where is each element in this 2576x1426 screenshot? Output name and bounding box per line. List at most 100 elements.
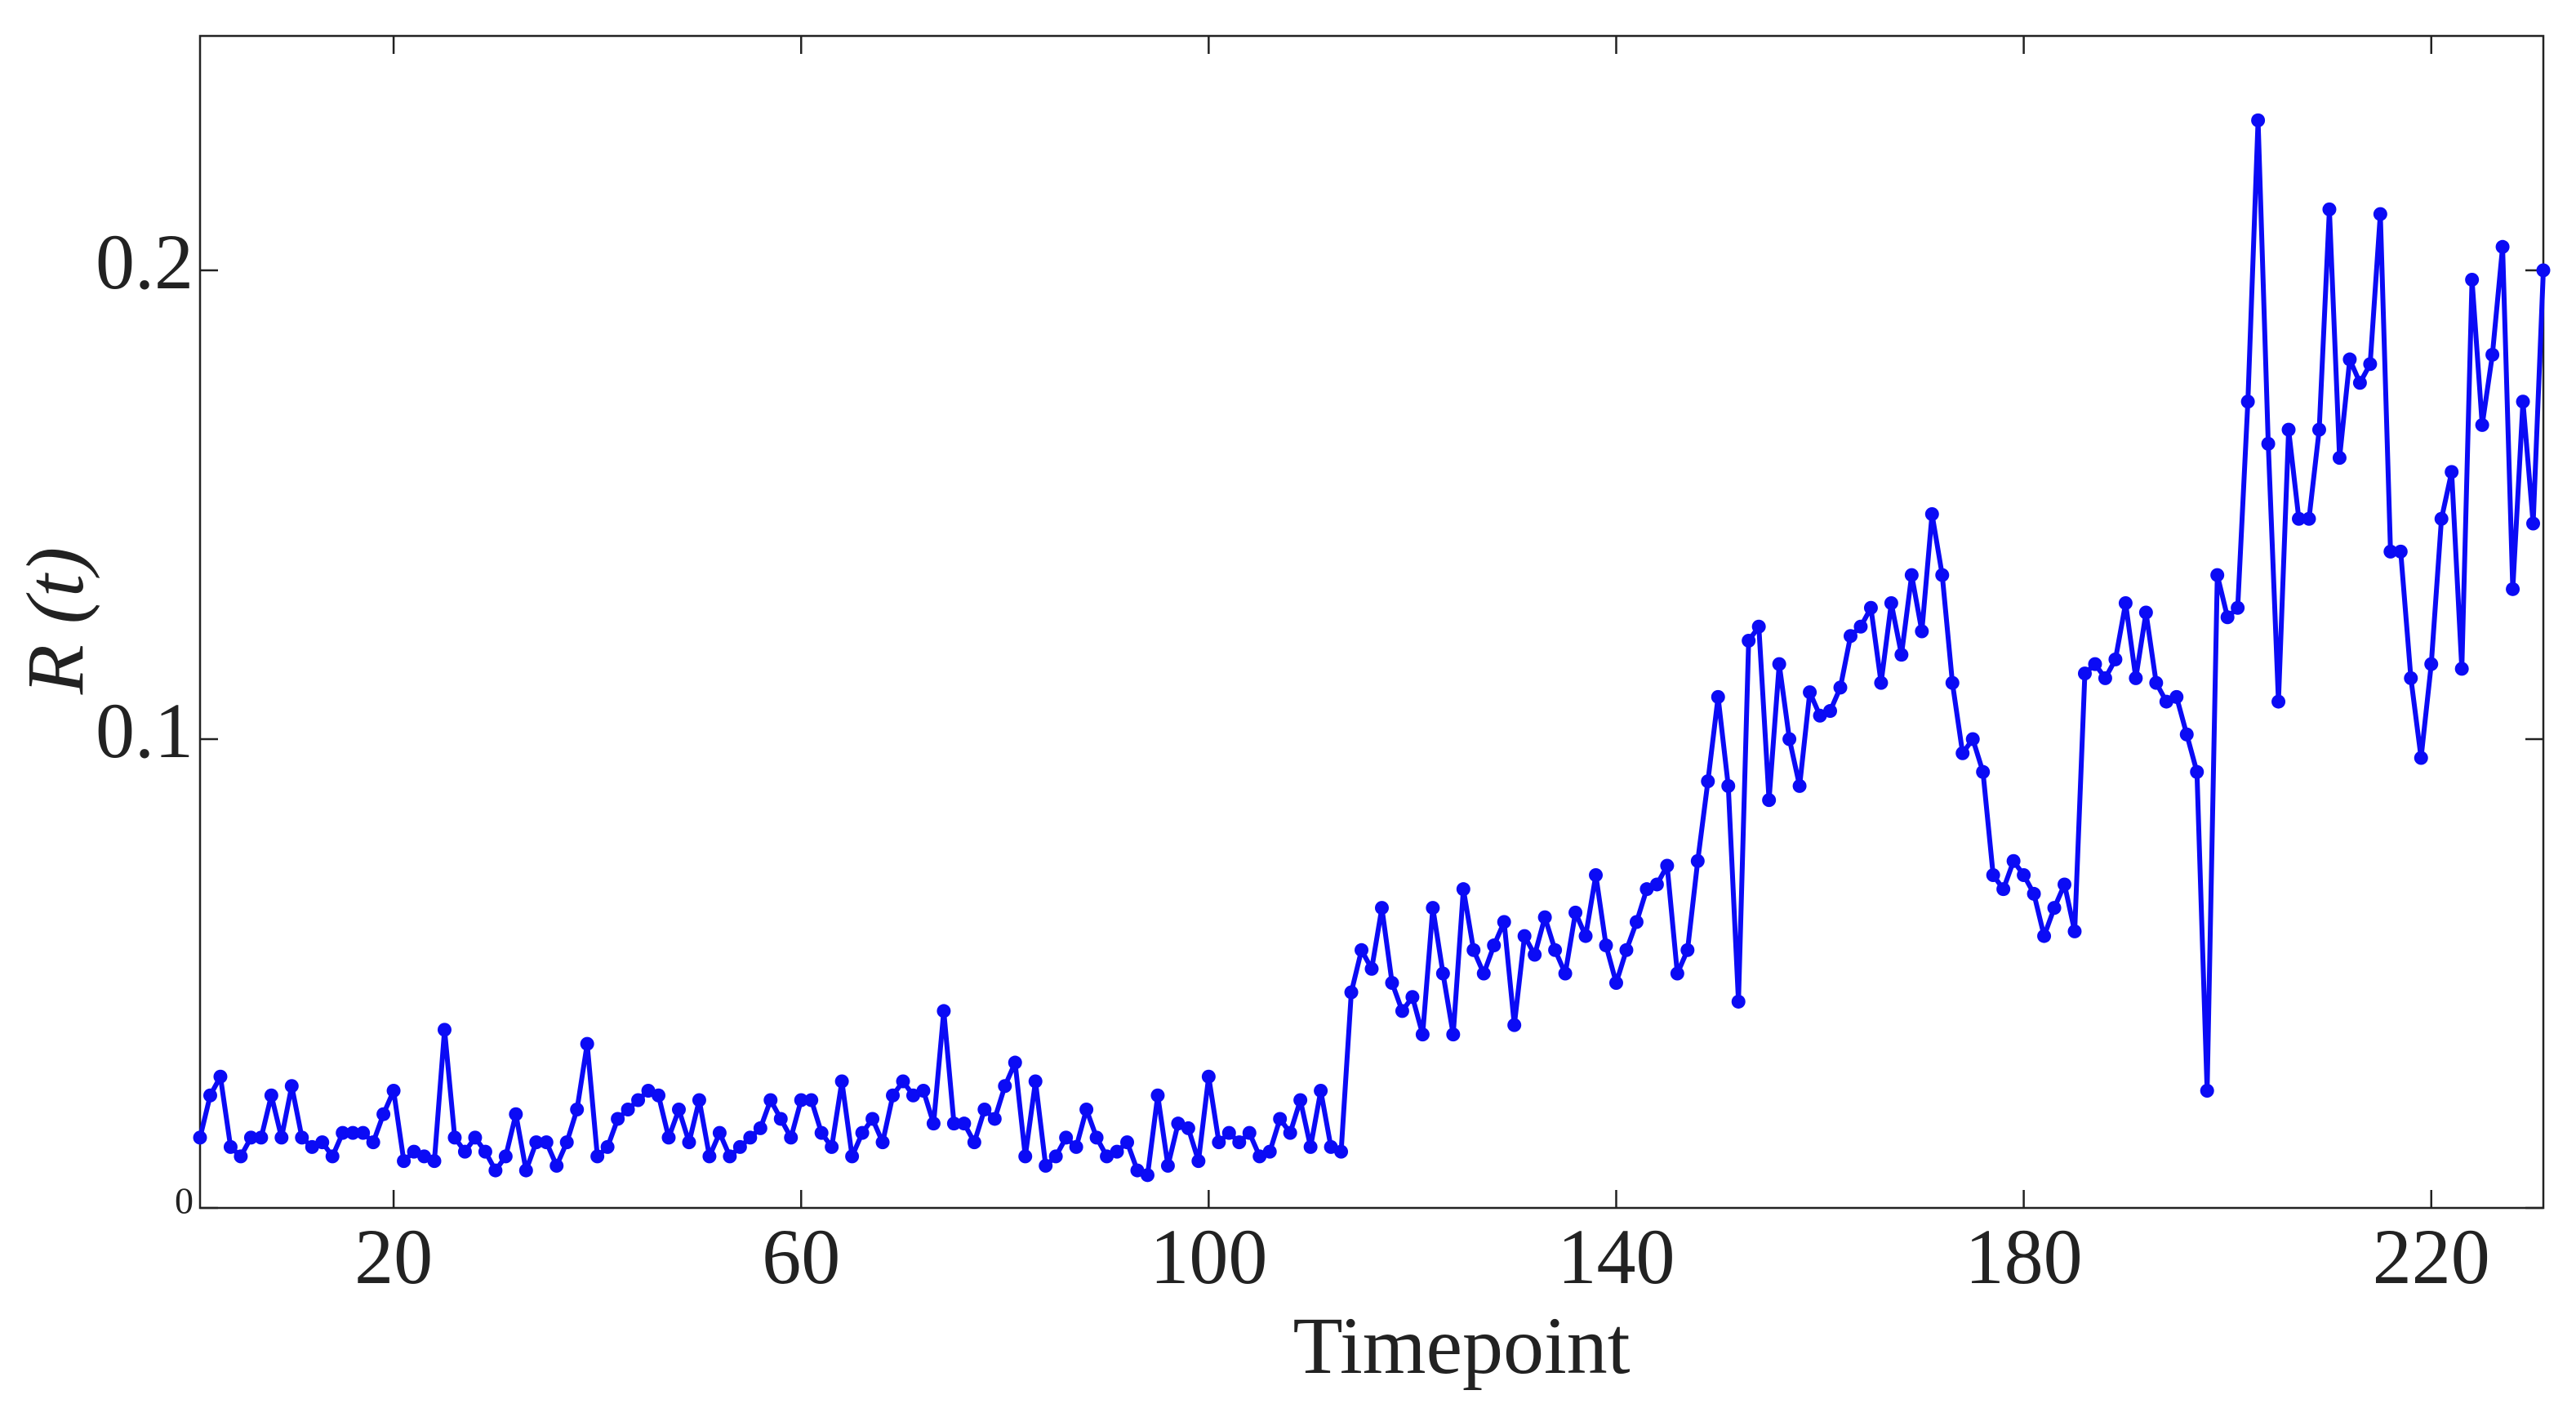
data-point bbox=[1283, 1125, 1297, 1140]
data-point bbox=[2383, 544, 2398, 559]
data-point bbox=[356, 1125, 371, 1140]
data-point bbox=[2302, 511, 2316, 526]
data-point bbox=[1721, 778, 1736, 793]
data-point bbox=[1670, 966, 1684, 981]
data-point bbox=[2414, 751, 2428, 765]
data-point bbox=[1364, 961, 1379, 976]
data-point bbox=[1976, 764, 1991, 779]
data-point bbox=[1701, 774, 1715, 789]
data-point bbox=[1608, 975, 1623, 990]
data-point bbox=[773, 1112, 788, 1126]
data-point bbox=[243, 1130, 258, 1145]
data-point bbox=[223, 1139, 238, 1154]
data-point bbox=[600, 1139, 615, 1154]
data-point bbox=[202, 1088, 217, 1103]
data-point bbox=[2475, 417, 2489, 432]
data-point bbox=[2516, 394, 2530, 409]
data-point bbox=[386, 1084, 401, 1098]
data-point bbox=[2536, 263, 2551, 278]
data-point bbox=[254, 1130, 269, 1145]
y-tick-label: 0.1 bbox=[96, 687, 194, 774]
data-point bbox=[2037, 929, 2052, 943]
data-point bbox=[692, 1093, 706, 1107]
data-point bbox=[1803, 685, 1817, 700]
data-point bbox=[743, 1130, 758, 1145]
data-point bbox=[1273, 1112, 1288, 1126]
data-point bbox=[559, 1135, 574, 1150]
data-point bbox=[671, 1102, 686, 1116]
data-point bbox=[763, 1093, 778, 1107]
data-point bbox=[1262, 1144, 1277, 1159]
data-point bbox=[397, 1154, 412, 1169]
data-point bbox=[2118, 596, 2133, 611]
data-point bbox=[1528, 947, 1542, 962]
data-point bbox=[1120, 1135, 1135, 1150]
data-point bbox=[2129, 671, 2143, 685]
data-point bbox=[2067, 924, 2082, 938]
data-point bbox=[1762, 793, 1777, 808]
data-point bbox=[518, 1163, 533, 1178]
data-point bbox=[1191, 1154, 1206, 1169]
data-point bbox=[2311, 422, 2326, 437]
data-point bbox=[457, 1144, 472, 1159]
data-point bbox=[295, 1130, 309, 1145]
data-point bbox=[794, 1093, 808, 1107]
data-point bbox=[1731, 994, 1746, 1009]
data-point bbox=[652, 1088, 666, 1103]
data-point bbox=[2190, 764, 2205, 779]
data-point bbox=[234, 1149, 248, 1164]
data-point bbox=[2179, 727, 2194, 742]
data-point bbox=[631, 1093, 646, 1107]
data-point bbox=[1894, 648, 1909, 662]
data-point bbox=[590, 1149, 605, 1164]
data-point bbox=[1558, 966, 1573, 981]
data-point bbox=[1649, 877, 1664, 892]
data-point bbox=[1497, 915, 1511, 929]
data-point bbox=[2149, 675, 2164, 690]
data-point bbox=[1833, 680, 1848, 695]
data-point bbox=[896, 1074, 910, 1089]
data-point bbox=[2465, 272, 2480, 287]
data-point bbox=[1711, 689, 1725, 704]
data-point bbox=[1507, 1018, 1522, 1032]
x-tick-label: 100 bbox=[1150, 1213, 1267, 1300]
data-point bbox=[488, 1163, 503, 1178]
data-point bbox=[1578, 929, 1593, 943]
data-point bbox=[1446, 1027, 1461, 1042]
data-point bbox=[1823, 704, 1838, 719]
data-point bbox=[2342, 352, 2357, 367]
data-point bbox=[1874, 675, 1889, 690]
data-point bbox=[1303, 1139, 1318, 1154]
data-point bbox=[509, 1107, 523, 1121]
data-point bbox=[2017, 867, 2031, 882]
data-point bbox=[1426, 901, 1440, 916]
data-point bbox=[1160, 1158, 1175, 1173]
data-point bbox=[977, 1102, 992, 1116]
x-tick-label: 140 bbox=[1557, 1213, 1675, 1300]
data-point bbox=[661, 1130, 676, 1145]
data-point bbox=[1619, 942, 1634, 957]
data-point bbox=[376, 1107, 391, 1121]
x-tick-label: 60 bbox=[762, 1213, 840, 1300]
data-point bbox=[539, 1135, 554, 1150]
data-point bbox=[1772, 657, 1786, 671]
data-point bbox=[2506, 582, 2520, 596]
data-point bbox=[1924, 506, 1939, 521]
data-point bbox=[937, 1004, 951, 1018]
data-point bbox=[1242, 1125, 1257, 1140]
data-point bbox=[1537, 910, 1552, 925]
data-point bbox=[1435, 966, 1450, 981]
data-point bbox=[336, 1125, 350, 1140]
data-point bbox=[498, 1149, 513, 1164]
y-tick-label: 0.2 bbox=[96, 218, 194, 305]
data-point bbox=[611, 1112, 625, 1126]
data-point bbox=[621, 1102, 635, 1116]
data-point bbox=[2322, 202, 2337, 216]
data-point bbox=[1405, 990, 1420, 1005]
data-point bbox=[784, 1130, 799, 1145]
data-point bbox=[468, 1130, 483, 1145]
data-point bbox=[325, 1149, 340, 1164]
data-point bbox=[345, 1125, 360, 1140]
x-tick-label: 220 bbox=[2373, 1213, 2490, 1300]
